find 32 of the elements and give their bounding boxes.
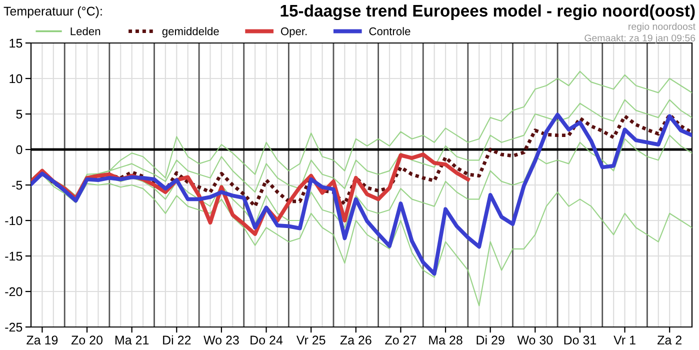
annotation: Gemaakt: za 19 jan 09:56 — [584, 34, 696, 44]
y-axis-title: Temperatuur (°C): — [4, 6, 102, 18]
chart-title: 15-daagse trend Europees model - regio noord(oost) — [280, 4, 695, 20]
x-tick-label: Zo 20 — [71, 336, 103, 345]
y-tick-label: -20 — [5, 287, 22, 296]
y-tick-label: -25 — [5, 322, 22, 332]
x-tick-label: Do 31 — [564, 336, 596, 345]
x-tick-label: Za 19 — [26, 336, 58, 345]
x-tick-label: Do 24 — [250, 336, 283, 345]
x-tick-label: Wo 23 — [204, 336, 239, 345]
y-tick-label: -5 — [12, 180, 22, 190]
x-tick-label: Vr 1 — [614, 336, 636, 344]
legend-label: Leden — [70, 27, 100, 36]
x-tick-label: Za 2 — [657, 336, 682, 345]
x-tick-label: Di 22 — [163, 335, 191, 344]
x-tick-label: Ma 28 — [429, 336, 462, 345]
x-tick-label: Wo 30 — [517, 336, 553, 345]
legend-label: Controle — [369, 27, 410, 36]
y-tick-label: -15 — [5, 252, 22, 261]
y-tick-label: 15 — [10, 38, 22, 48]
y-tick-label: 10 — [10, 74, 22, 84]
y-tick-label: 0 — [16, 145, 22, 154]
x-tick-label: Za 26 — [340, 336, 372, 345]
x-tick-label: Vr 25 — [296, 336, 326, 345]
legend-label: Oper. — [280, 27, 307, 38]
x-tick-label: Zo 27 — [385, 336, 416, 345]
x-tick-label: Di 29 — [476, 335, 504, 345]
y-tick-label: -10 — [5, 216, 22, 226]
legend-label: gemiddelde — [162, 27, 219, 38]
text: regio noordoost — [628, 22, 696, 32]
x-tick-label: Ma 21 — [115, 336, 149, 345]
y-tick-label: 5 — [16, 110, 22, 119]
